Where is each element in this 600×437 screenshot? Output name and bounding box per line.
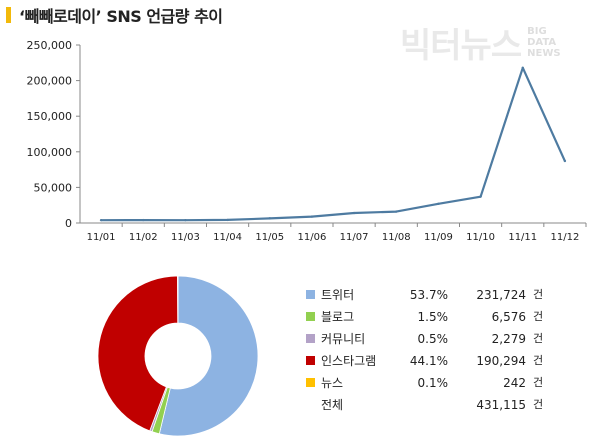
x-tick-label: 11/03 — [171, 232, 200, 243]
data-point — [142, 218, 145, 222]
data-point — [226, 218, 229, 222]
legend-swatch-news — [306, 378, 315, 387]
pie-slice-4 — [97, 275, 179, 432]
legend-value: 190,294 — [476, 354, 526, 368]
legend-label: 블로그 — [321, 310, 355, 324]
legend-unit: 건 — [533, 332, 544, 345]
legend-unit: 건 — [533, 376, 544, 389]
legend-percent: 1.5% — [417, 310, 449, 324]
pie-slice-5 — [177, 275, 179, 324]
x-tick-label: 11/01 — [87, 232, 116, 243]
title-accent-bar — [6, 7, 11, 23]
y-tick-label: 250,000 — [27, 39, 73, 52]
legend-value: 231,724 — [476, 288, 526, 302]
data-point — [184, 218, 187, 222]
legend-label: 커뮤니티 — [321, 332, 366, 346]
legend-percent: 0.1% — [417, 376, 449, 390]
data-point — [521, 66, 524, 69]
data-point — [395, 210, 398, 213]
x-tick-label: 11/07 — [340, 232, 369, 243]
legend-label: 인스타그램 — [321, 354, 377, 368]
watermark-english-text: BIG DATA NEWS — [527, 26, 561, 59]
x-tick-label: 11/11 — [508, 232, 537, 243]
data-point — [437, 202, 440, 205]
x-tick-label: 11/05 — [255, 232, 284, 243]
chart-title: ‘빼빼로데이’ SNS 언급량 추이 — [19, 7, 223, 26]
x-tick-label: 11/02 — [129, 232, 158, 243]
legend-total-label: 전체 — [321, 398, 344, 412]
legend-swatch-twitter — [306, 290, 315, 299]
y-tick-label: 100,000 — [27, 146, 73, 159]
watermark-logo: 빅터뉴스 BIG DATA NEWS — [400, 18, 561, 67]
legend-label: 뉴스 — [321, 376, 344, 390]
legend-swatch-blog — [306, 312, 315, 321]
legend-value: 242 — [503, 376, 526, 390]
pie-slice-1 — [158, 275, 259, 437]
legend-percent: 0.5% — [417, 332, 449, 346]
series-line — [101, 66, 566, 222]
watermark-korean-text: 빅터뉴스 — [400, 26, 522, 66]
legend-unit: 건 — [533, 398, 544, 411]
data-point — [563, 159, 567, 163]
y-tick-label: 150,000 — [27, 110, 73, 123]
legend-swatch-community — [306, 334, 315, 343]
legend-value: 6,576 — [491, 310, 526, 324]
data-point — [352, 211, 356, 215]
legend-total-value: 431,115 — [476, 398, 526, 412]
data-point — [479, 195, 482, 198]
y-tick-label: 0 — [65, 217, 72, 230]
legend-unit: 건 — [533, 288, 544, 301]
data-point — [99, 218, 103, 222]
x-tick-label: 11/12 — [551, 232, 580, 243]
legend-label: 트위터 — [321, 288, 355, 302]
x-tick-label: 11/04 — [213, 232, 242, 243]
y-tick-label: 50,000 — [34, 181, 73, 194]
x-tick-label: 11/09 — [424, 232, 453, 243]
data-point — [310, 215, 314, 218]
legend-swatch-instagram — [306, 356, 315, 365]
legend-percent: 44.1% — [409, 354, 448, 368]
legend-unit: 건 — [533, 310, 544, 323]
x-tick-label: 11/06 — [298, 232, 327, 243]
legend-percent: 53.7% — [409, 288, 448, 302]
y-tick-label: 200,000 — [27, 75, 73, 88]
x-tick-label: 11/10 — [466, 232, 495, 243]
data-point — [268, 217, 271, 220]
legend-value: 2,279 — [491, 332, 526, 346]
title-block: ‘빼빼로데이’ SNS 언급량 추이 — [6, 4, 223, 26]
x-tick-label: 11/08 — [382, 232, 411, 243]
legend-unit: 건 — [533, 354, 544, 367]
